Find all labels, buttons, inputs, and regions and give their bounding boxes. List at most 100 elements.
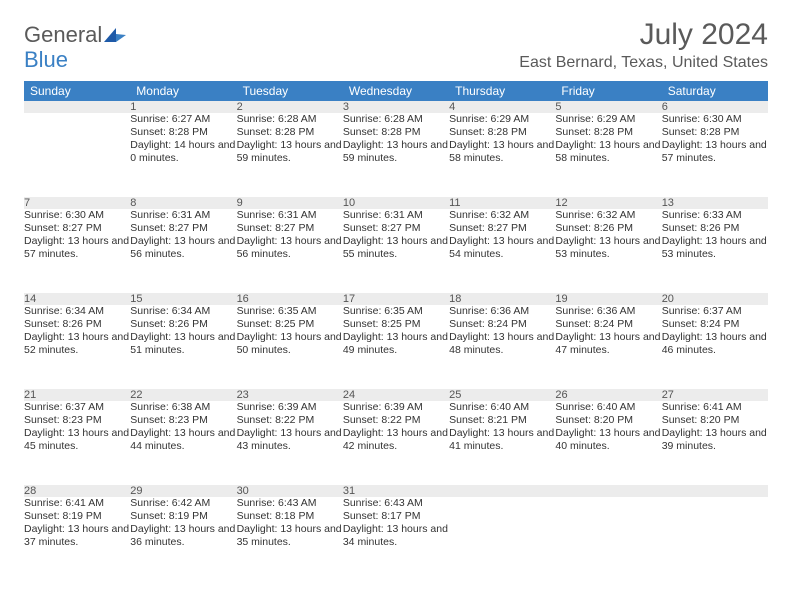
calendar-body: 123456Sunrise: 6:27 AMSunset: 8:28 PMDay… — [24, 101, 768, 581]
daynum-3-1: 22 — [130, 389, 236, 401]
daycell-3-2: Sunrise: 6:39 AMSunset: 8:22 PMDaylight:… — [237, 401, 343, 485]
daycell-4-3: Sunrise: 6:43 AMSunset: 8:17 PMDaylight:… — [343, 497, 449, 581]
daynum-1-3: 10 — [343, 197, 449, 209]
daynum-0-1: 1 — [130, 101, 236, 113]
daycell-3-1: Sunrise: 6:38 AMSunset: 8:23 PMDaylight:… — [130, 401, 236, 485]
week-3-details: Sunrise: 6:37 AMSunset: 8:23 PMDaylight:… — [24, 401, 768, 485]
daycell-1-3: Sunrise: 6:31 AMSunset: 8:27 PMDaylight:… — [343, 209, 449, 293]
daycell-4-4 — [449, 497, 555, 581]
dayname-0: Sunday — [24, 81, 130, 101]
dayname-row: SundayMondayTuesdayWednesdayThursdayFrid… — [24, 81, 768, 101]
daynum-4-2: 30 — [237, 485, 343, 497]
daycell-3-6: Sunrise: 6:41 AMSunset: 8:20 PMDaylight:… — [662, 401, 768, 485]
dayname-6: Saturday — [662, 81, 768, 101]
daynum-2-0: 14 — [24, 293, 130, 305]
daynum-2-5: 19 — [555, 293, 661, 305]
daynum-0-3: 3 — [343, 101, 449, 113]
daycell-0-2: Sunrise: 6:28 AMSunset: 8:28 PMDaylight:… — [237, 113, 343, 197]
daycell-2-5: Sunrise: 6:36 AMSunset: 8:24 PMDaylight:… — [555, 305, 661, 389]
daynum-0-5: 5 — [555, 101, 661, 113]
daynum-1-2: 9 — [237, 197, 343, 209]
daynum-2-3: 17 — [343, 293, 449, 305]
daycell-2-6: Sunrise: 6:37 AMSunset: 8:24 PMDaylight:… — [662, 305, 768, 389]
brand-word1: General — [24, 22, 102, 47]
location-subtitle: East Bernard, Texas, United States — [519, 54, 768, 72]
daycell-4-2: Sunrise: 6:43 AMSunset: 8:18 PMDaylight:… — [237, 497, 343, 581]
dayname-2: Tuesday — [237, 81, 343, 101]
daynum-4-1: 29 — [130, 485, 236, 497]
dayname-4: Thursday — [449, 81, 555, 101]
daynum-4-0: 28 — [24, 485, 130, 497]
daynum-3-2: 23 — [237, 389, 343, 401]
daynum-0-0 — [24, 101, 130, 113]
daycell-3-5: Sunrise: 6:40 AMSunset: 8:20 PMDaylight:… — [555, 401, 661, 485]
sail-icon — [104, 28, 126, 42]
daynum-1-5: 12 — [555, 197, 661, 209]
daynum-0-4: 4 — [449, 101, 555, 113]
daynum-4-3: 31 — [343, 485, 449, 497]
daycell-2-1: Sunrise: 6:34 AMSunset: 8:26 PMDaylight:… — [130, 305, 236, 389]
daynum-2-4: 18 — [449, 293, 555, 305]
brand-word2: Blue — [24, 47, 68, 72]
daynum-3-6: 27 — [662, 389, 768, 401]
logo-text-block: General Blue — [24, 24, 126, 73]
week-0-details: Sunrise: 6:27 AMSunset: 8:28 PMDaylight:… — [24, 113, 768, 197]
title-block: July 2024 East Bernard, Texas, United St… — [519, 18, 768, 72]
daycell-2-0: Sunrise: 6:34 AMSunset: 8:26 PMDaylight:… — [24, 305, 130, 389]
daycell-0-3: Sunrise: 6:28 AMSunset: 8:28 PMDaylight:… — [343, 113, 449, 197]
daycell-0-4: Sunrise: 6:29 AMSunset: 8:28 PMDaylight:… — [449, 113, 555, 197]
daycell-4-0: Sunrise: 6:41 AMSunset: 8:19 PMDaylight:… — [24, 497, 130, 581]
daynum-3-4: 25 — [449, 389, 555, 401]
daycell-3-3: Sunrise: 6:39 AMSunset: 8:22 PMDaylight:… — [343, 401, 449, 485]
daycell-0-0 — [24, 113, 130, 197]
daynum-1-0: 7 — [24, 197, 130, 209]
daynum-2-6: 20 — [662, 293, 768, 305]
calendar-table: SundayMondayTuesdayWednesdayThursdayFrid… — [24, 81, 768, 581]
daynum-4-4 — [449, 485, 555, 497]
daycell-1-5: Sunrise: 6:32 AMSunset: 8:26 PMDaylight:… — [555, 209, 661, 293]
daycell-2-2: Sunrise: 6:35 AMSunset: 8:25 PMDaylight:… — [237, 305, 343, 389]
daycell-2-4: Sunrise: 6:36 AMSunset: 8:24 PMDaylight:… — [449, 305, 555, 389]
week-4-details: Sunrise: 6:41 AMSunset: 8:19 PMDaylight:… — [24, 497, 768, 581]
daynum-4-5 — [555, 485, 661, 497]
daynum-1-1: 8 — [130, 197, 236, 209]
daynum-2-1: 15 — [130, 293, 236, 305]
daycell-1-6: Sunrise: 6:33 AMSunset: 8:26 PMDaylight:… — [662, 209, 768, 293]
daycell-1-0: Sunrise: 6:30 AMSunset: 8:27 PMDaylight:… — [24, 209, 130, 293]
daycell-2-3: Sunrise: 6:35 AMSunset: 8:25 PMDaylight:… — [343, 305, 449, 389]
daycell-1-2: Sunrise: 6:31 AMSunset: 8:27 PMDaylight:… — [237, 209, 343, 293]
week-1-nums: 78910111213 — [24, 197, 768, 209]
daynum-0-6: 6 — [662, 101, 768, 113]
week-1-details: Sunrise: 6:30 AMSunset: 8:27 PMDaylight:… — [24, 209, 768, 293]
week-0-nums: 123456 — [24, 101, 768, 113]
daynum-2-2: 16 — [237, 293, 343, 305]
dayname-1: Monday — [130, 81, 236, 101]
daycell-3-0: Sunrise: 6:37 AMSunset: 8:23 PMDaylight:… — [24, 401, 130, 485]
week-2-details: Sunrise: 6:34 AMSunset: 8:26 PMDaylight:… — [24, 305, 768, 389]
week-2-nums: 14151617181920 — [24, 293, 768, 305]
calendar-head: SundayMondayTuesdayWednesdayThursdayFrid… — [24, 81, 768, 101]
daynum-1-4: 11 — [449, 197, 555, 209]
daycell-4-1: Sunrise: 6:42 AMSunset: 8:19 PMDaylight:… — [130, 497, 236, 581]
daycell-1-1: Sunrise: 6:31 AMSunset: 8:27 PMDaylight:… — [130, 209, 236, 293]
daycell-0-5: Sunrise: 6:29 AMSunset: 8:28 PMDaylight:… — [555, 113, 661, 197]
daynum-4-6 — [662, 485, 768, 497]
daycell-4-6 — [662, 497, 768, 581]
daycell-4-5 — [555, 497, 661, 581]
daycell-0-6: Sunrise: 6:30 AMSunset: 8:28 PMDaylight:… — [662, 113, 768, 197]
daynum-3-3: 24 — [343, 389, 449, 401]
dayname-3: Wednesday — [343, 81, 449, 101]
brand-logo: General Blue — [24, 24, 126, 73]
daynum-1-6: 13 — [662, 197, 768, 209]
dayname-5: Friday — [555, 81, 661, 101]
week-3-nums: 21222324252627 — [24, 389, 768, 401]
daynum-3-5: 26 — [555, 389, 661, 401]
daycell-1-4: Sunrise: 6:32 AMSunset: 8:27 PMDaylight:… — [449, 209, 555, 293]
daynum-0-2: 2 — [237, 101, 343, 113]
header-bar: General Blue July 2024 East Bernard, Tex… — [24, 18, 768, 73]
daynum-3-0: 21 — [24, 389, 130, 401]
page-title: July 2024 — [519, 18, 768, 52]
daycell-3-4: Sunrise: 6:40 AMSunset: 8:21 PMDaylight:… — [449, 401, 555, 485]
week-4-nums: 28293031 — [24, 485, 768, 497]
daycell-0-1: Sunrise: 6:27 AMSunset: 8:28 PMDaylight:… — [130, 113, 236, 197]
